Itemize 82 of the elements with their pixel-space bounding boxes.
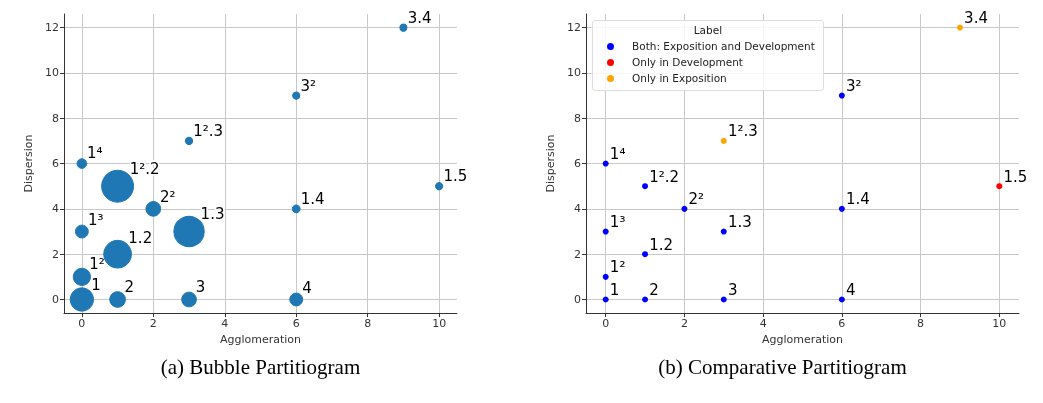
- annotation: 3: [195, 278, 206, 297]
- annotation: 1: [91, 275, 101, 294]
- x-tick-label: 0: [78, 317, 86, 331]
- y-tick-label: 4: [52, 202, 59, 216]
- annotation: 3²: [300, 76, 317, 95]
- x-tick-label: 4: [759, 317, 767, 331]
- y-tick-label: 0: [574, 293, 581, 306]
- legend-label: Only in Development: [632, 56, 743, 68]
- annotation: 1.3: [200, 205, 225, 224]
- x-tick-label: 8: [364, 317, 372, 331]
- annotation: 4: [846, 280, 856, 299]
- annotation: 2²: [688, 190, 705, 209]
- annotation: 1²: [609, 258, 626, 277]
- annotation: 1²: [89, 254, 105, 273]
- y-tick-label: 10: [567, 66, 581, 80]
- annotation: 1: [609, 280, 620, 299]
- annotation: 1².3: [727, 122, 758, 141]
- x-tick-label: 2: [149, 317, 157, 331]
- point: [956, 24, 963, 31]
- annotation: 2²: [159, 187, 176, 206]
- y-tick-label: 12: [567, 21, 581, 35]
- annotation: 1.4: [300, 189, 325, 208]
- annotation: 2: [649, 280, 659, 299]
- point: [720, 228, 727, 235]
- x-tick-label: 4: [221, 317, 229, 331]
- x-tick-label: 10: [432, 317, 447, 331]
- annotation: 3: [727, 280, 738, 299]
- legend-label: Both: Exposition and Development: [632, 40, 815, 52]
- y-tick-label: 4: [574, 202, 581, 216]
- point: [642, 183, 649, 190]
- annotation: 3²: [846, 76, 862, 95]
- annotation: 1⁴: [609, 144, 626, 163]
- x-tick-label: 10: [992, 317, 1007, 331]
- x-tick-label: 0: [602, 317, 610, 331]
- annotation: 3.4: [964, 8, 988, 27]
- point: [681, 205, 688, 212]
- point: [602, 273, 609, 280]
- y-tick-label: 2: [52, 247, 59, 261]
- x-tick-label: 2: [680, 317, 688, 331]
- y-tick-label: 6: [574, 157, 581, 171]
- annotation: 1.5: [443, 167, 468, 186]
- y-tick-label: 8: [52, 111, 59, 125]
- y-axis-title: Dispersion: [22, 134, 36, 193]
- annotation: 1.3: [727, 212, 752, 231]
- annotation: 1².2: [649, 167, 680, 186]
- annotation: 1².2: [129, 159, 160, 178]
- point: [838, 92, 845, 99]
- y-tick-label: 2: [574, 247, 581, 261]
- annotation: 1.2: [128, 228, 153, 247]
- point: [642, 296, 649, 303]
- annotation: 3.4: [407, 8, 432, 27]
- point: [720, 137, 727, 144]
- x-axis-title: Agglomeration: [761, 333, 844, 346]
- annotation: 2: [124, 278, 135, 297]
- annotation: 1.4: [846, 190, 870, 209]
- point: [838, 205, 845, 212]
- y-tick-label: 10: [45, 66, 59, 80]
- annotation: 1.2: [649, 235, 674, 254]
- y-tick-label: 8: [574, 111, 581, 125]
- y-axis-title: Dispersion: [544, 134, 558, 193]
- point: [996, 183, 1003, 190]
- point: [838, 296, 845, 303]
- annotation: 1².3: [193, 122, 224, 141]
- legend-label: Only in Exposition: [632, 72, 727, 84]
- annotation: 1.5: [1003, 167, 1028, 186]
- x-tick-label: 8: [917, 317, 925, 331]
- text: (b) Comparative Partitiogram: [657, 355, 908, 380]
- point: [602, 296, 609, 303]
- annotation: 4: [302, 278, 312, 297]
- y-tick-label: 6: [52, 157, 59, 171]
- annotation: 1³: [609, 212, 626, 231]
- y-tick-label: 0: [52, 293, 59, 306]
- annotation: 1³: [87, 211, 104, 229]
- text: (a) Bubble Partitiogram: [159, 355, 362, 380]
- annotation: 1⁴: [86, 144, 103, 163]
- x-tick-label: 6: [292, 317, 300, 331]
- y-tick-label: 12: [45, 21, 59, 35]
- legend-title: Label: [692, 24, 724, 36]
- point: [720, 296, 727, 303]
- x-axis-title: Agglomeration: [219, 333, 302, 346]
- x-tick-label: 6: [838, 317, 846, 331]
- point: [642, 251, 649, 258]
